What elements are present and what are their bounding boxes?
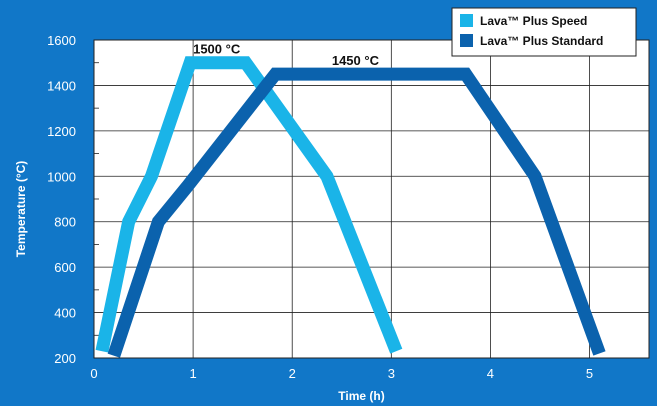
series-line-0: [95, 56, 403, 354]
series-lines: [95, 56, 606, 358]
x-tick-label-4: 4: [487, 366, 494, 381]
legend-box: [451, 7, 637, 57]
x-axis-title: Time (h): [338, 389, 384, 403]
legend-swatch-1: [460, 34, 473, 47]
x-tick-label-3: 3: [388, 366, 395, 381]
y-tick-label-1: 400: [54, 306, 76, 321]
series-line-1: [107, 67, 606, 358]
annotation-1: 1450 °C: [332, 53, 380, 68]
annotation-0: 1500 °C: [193, 42, 241, 57]
x-tick-label-2: 2: [289, 366, 296, 381]
y-axis-ticks: 200 400 600 800 1000 1200 1400 1600: [47, 33, 76, 366]
annotations: 1500 °C 1450 °C: [193, 42, 379, 68]
y-tick-label-5: 1200: [47, 124, 76, 139]
y-tick-label-3: 800: [54, 215, 76, 230]
y-tick-label-0: 200: [54, 351, 76, 366]
legend-label-0: Lava™ Plus Speed: [480, 14, 587, 28]
y-tick-label-7: 1600: [47, 33, 76, 48]
legend-label-1: Lava™ Plus Standard: [480, 34, 603, 48]
x-axis-ticks: 0 1 2 3 4 5: [90, 366, 593, 381]
legend: Lava™ Plus Speed Lava™ Plus Standard: [451, 7, 637, 57]
x-tick-label-5: 5: [586, 366, 593, 381]
y-axis-title: Temperature (°C): [14, 161, 28, 258]
y-tick-label-6: 1400: [47, 78, 76, 93]
y-tick-label-2: 600: [54, 260, 76, 275]
y-tick-label-4: 1000: [47, 169, 76, 184]
plot-border: [93, 39, 650, 359]
x-tick-label-0: 0: [90, 366, 97, 381]
x-tick-label-1: 1: [189, 366, 196, 381]
legend-swatch-0: [460, 14, 473, 27]
